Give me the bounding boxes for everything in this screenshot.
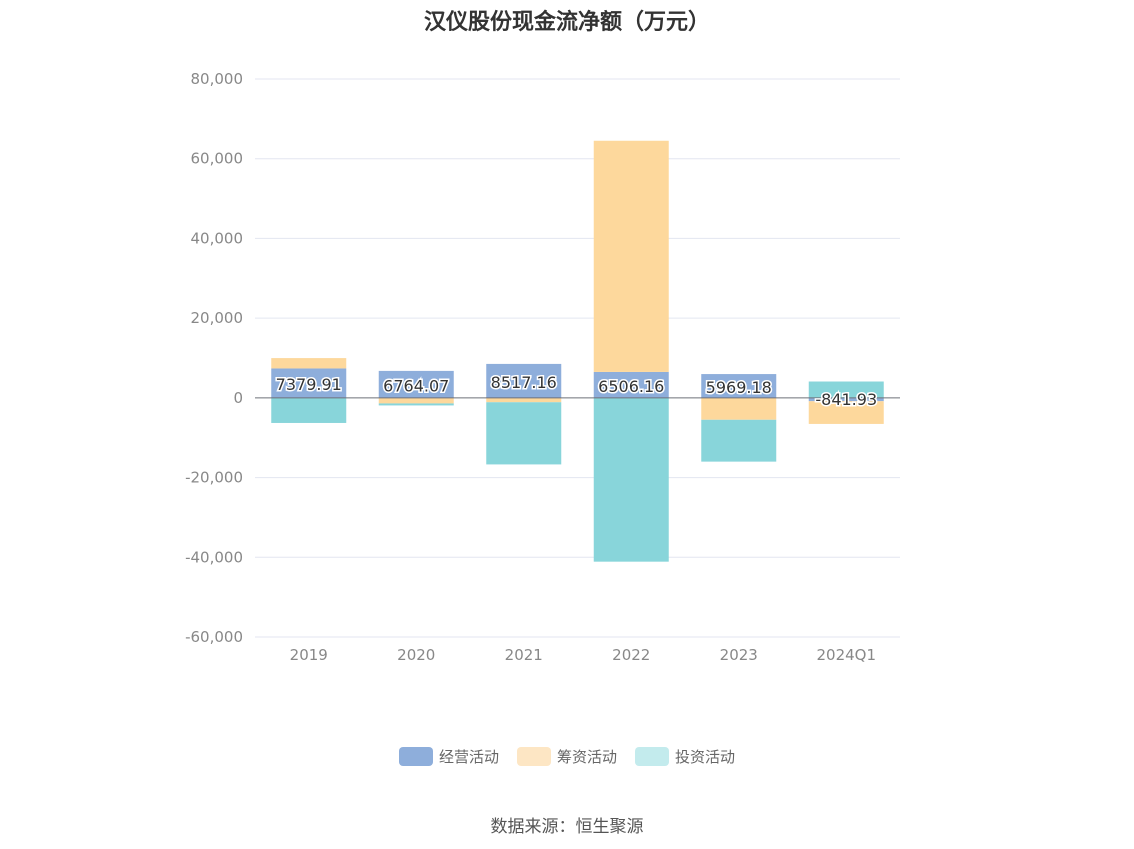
x-tick-label: 2023 [720, 646, 758, 664]
data-label: 8517.16 [491, 373, 557, 392]
data-label: 6506.16 [598, 377, 664, 396]
bar-operating-2021[interactable] [486, 363, 562, 398]
y-tick-label: 40,000 [191, 229, 244, 247]
bar-operating-2020[interactable] [378, 370, 454, 398]
y-tick-label: 80,000 [191, 70, 244, 88]
data-label: 5969.18 [706, 378, 772, 397]
bar-investing-2020[interactable] [378, 403, 454, 406]
bar-financing-2020[interactable] [378, 397, 454, 404]
bar-investing-2021[interactable] [486, 402, 562, 465]
x-tick-label: 2019 [290, 646, 328, 664]
legend-swatch-operating [398, 747, 433, 766]
legend-label-investing: 投资活动 [675, 748, 736, 766]
x-tick-label: 2020 [397, 646, 435, 664]
chart-title: 汉仪股份现金流净额（万元） [423, 10, 710, 35]
legend-swatch-financing [516, 747, 551, 766]
y-tick-label: -40,000 [185, 548, 243, 566]
y-tick-label: -60,000 [185, 628, 243, 646]
bar-financing-2022[interactable] [593, 140, 669, 372]
x-tick-label: 2021 [505, 646, 543, 664]
legend-item-investing[interactable]: 投资活动 [635, 746, 735, 767]
bar-investing-2019[interactable] [271, 397, 347, 423]
y-tick-label: 0 [233, 389, 243, 407]
source-note: 数据来源：恒生聚源 [490, 817, 644, 837]
y-tick-label: 20,000 [191, 309, 244, 327]
data-label: -841.93 [815, 390, 877, 409]
bar-operating-2024Q1[interactable] [808, 397, 884, 402]
legend-item-financing[interactable]: 筹资活动 [516, 746, 617, 767]
bar-financing-2024Q1[interactable] [808, 401, 884, 424]
legend-item-operating[interactable]: 经营活动 [398, 746, 499, 767]
bar-financing-2021[interactable] [486, 397, 562, 403]
bar-financing-2019[interactable] [271, 358, 347, 369]
bar-operating-2019[interactable] [271, 368, 347, 398]
y-tick-label: 60,000 [191, 150, 244, 168]
bar-operating-2023[interactable] [701, 374, 777, 398]
data-label: 7379.91 [276, 375, 342, 394]
bar-investing-2023[interactable] [701, 419, 777, 462]
legend-label-financing: 筹资活动 [556, 748, 617, 766]
bar-investing-2024Q1[interactable] [808, 381, 884, 398]
legend-swatch-investing [635, 747, 669, 766]
chart-legend: 经营活动 筹资活动 投资活动 [0, 746, 1134, 767]
bar-operating-2022[interactable] [593, 371, 669, 398]
legend-label-operating: 经营活动 [438, 748, 499, 766]
x-tick-label: 2024Q1 [816, 646, 876, 664]
x-tick-label: 2022 [612, 646, 650, 664]
y-tick-label: -20,000 [185, 469, 243, 487]
bar-financing-2023[interactable] [701, 397, 777, 420]
data-label: 6764.07 [383, 376, 449, 395]
bar-investing-2022[interactable] [593, 397, 669, 562]
